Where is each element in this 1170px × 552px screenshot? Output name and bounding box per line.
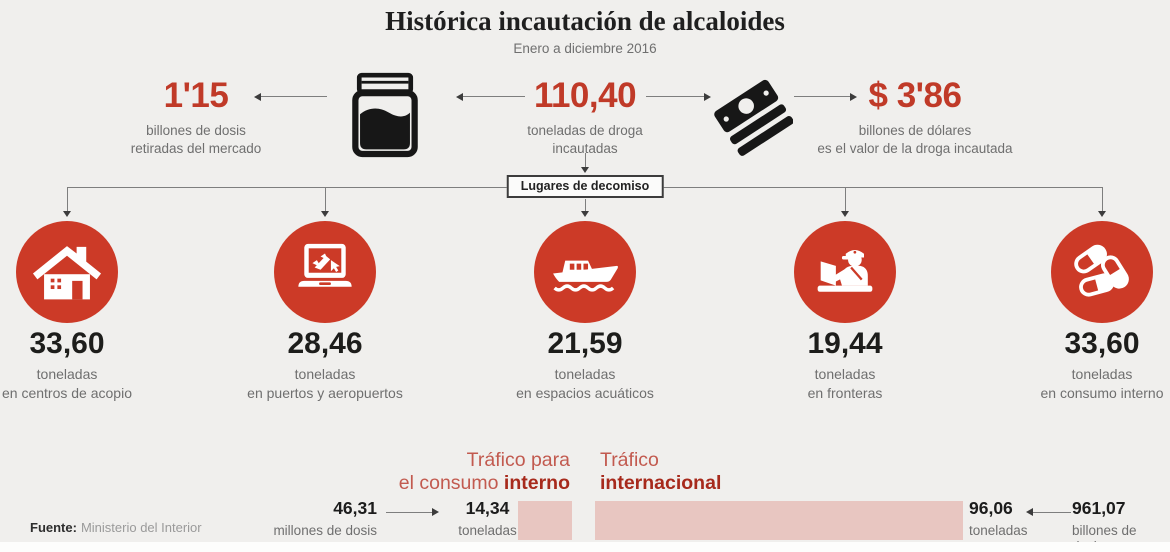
place-stat-acuaticos: 21,59 toneladas en espacios acuáticos [470, 329, 700, 402]
traffic-internal-line1: Tráfico para [466, 449, 570, 471]
house-icon [32, 246, 102, 300]
place-circle-acuaticos [534, 221, 636, 323]
stat-doses-value: 1'15 [163, 76, 229, 115]
laptop-airport-icon [298, 243, 352, 287]
connector-line [386, 512, 432, 513]
arrow-down-icon [321, 211, 329, 217]
place-value: 21,59 [547, 327, 623, 360]
connector-line [646, 96, 704, 97]
international-traffic-bar [595, 501, 963, 540]
place-circle-aeropuertos [274, 221, 376, 323]
connector-line [67, 187, 68, 211]
place-value: 28,46 [287, 327, 363, 360]
stat-tons-label1: toneladas de droga [527, 123, 643, 138]
source-label: Fuente: [30, 520, 77, 535]
place-circle-consumo [1051, 221, 1153, 323]
connector-line [585, 153, 586, 167]
place-unit: toneladas [1071, 366, 1133, 382]
stat-doses-label1: billones de dosis [146, 123, 246, 138]
stat-doses-label2: retiradas del mercado [130, 141, 262, 157]
stat-tons-label: toneladas de droga incautadas [455, 122, 715, 158]
place-label: en puertos y aeropuertos [247, 385, 403, 402]
place-unit: toneladas [36, 366, 98, 382]
place-value: 33,60 [29, 327, 105, 360]
arrow-to-doses [254, 93, 261, 101]
traffic-international-line2-bold: internacional [600, 472, 722, 495]
stat-doses-label: billones de dosis retiradas del mercado [66, 122, 326, 158]
international-tons-stat: 96,06 toneladas [969, 498, 1069, 539]
international-doses-value: 961,07 [1072, 498, 1126, 518]
traffic-internal-line2: el consumo [398, 472, 504, 495]
internal-doses-value: 46,31 [333, 498, 377, 518]
connector-line [845, 187, 846, 211]
stat-dollars-label2: es el valor de la droga incautada [817, 141, 1013, 157]
place-unit: toneladas [554, 366, 616, 382]
international-tons-value: 96,06 [969, 498, 1013, 518]
stat-dollars-label: billones de dólares es el valor de la dr… [785, 122, 1045, 158]
place-unit: toneladas [814, 366, 876, 382]
connector-line [261, 96, 327, 97]
arrow-to-tag [581, 167, 589, 173]
internal-tons-unit: toneladas [458, 522, 517, 538]
place-value: 33,60 [1064, 327, 1140, 360]
traffic-internal-title: Tráfico para el consumo interno [250, 449, 570, 496]
traffic-internal-line2-bold: interno [503, 472, 570, 495]
arrow-right-icon [432, 508, 439, 516]
arrow-to-dollars [850, 93, 857, 101]
connector-line [463, 96, 525, 97]
internal-doses-unit: millones de dosis [273, 522, 377, 538]
internal-tons-value: 14,34 [465, 498, 510, 518]
connector-line [325, 187, 326, 211]
connector-line [794, 96, 850, 97]
place-label: en espacios acuáticos [516, 385, 654, 402]
boat-icon [553, 260, 618, 292]
place-stat-consumo: 33,60 toneladas en consumo interno [987, 329, 1170, 402]
arrow-down-icon [63, 211, 71, 217]
stat-tons-seized: 110,40 toneladas de droga incautadas [455, 78, 715, 158]
place-label: en fronteras [807, 385, 883, 402]
places-tag: Lugares de decomiso [506, 175, 664, 198]
border-officer-icon [817, 249, 873, 292]
arrow-down-icon [581, 211, 589, 217]
money-icon [714, 79, 793, 156]
place-circle-fronteras [794, 221, 896, 323]
arrow-to-money [704, 93, 711, 101]
place-stat-acopio: 33,60 toneladas en centros de acopio [0, 329, 182, 402]
internal-traffic-bar [518, 501, 572, 540]
connector-line [1102, 187, 1103, 211]
arrow-down-icon [841, 211, 849, 217]
arrow-left-icon [1026, 508, 1033, 516]
stat-dollars-value: $ 3'86 [868, 76, 962, 115]
connector-line [585, 199, 586, 211]
international-tons-unit: toneladas [969, 522, 1028, 538]
pills-icon [1074, 244, 1129, 297]
internal-doses-stat: 46,31 millones de dosis [177, 498, 377, 539]
stat-dollars-label1: billones de dólares [858, 123, 972, 138]
source-credit: Fuente: Ministerio del Interior [30, 520, 202, 535]
bottom-margin [0, 542, 1170, 552]
place-label: en centros de acopio [2, 385, 132, 402]
arrow-down-icon [1098, 211, 1106, 217]
page-title: Histórica incautación de alcaloides [385, 6, 785, 36]
stat-tons-value: 110,40 [533, 76, 637, 115]
connector-line [1033, 512, 1071, 513]
place-circle-acopio [16, 221, 118, 323]
traffic-international-line1: Tráfico [600, 449, 659, 471]
stat-tons-label2: incautadas [552, 141, 618, 157]
stat-doses-removed: 1'15 billones de dosis retiradas del mer… [66, 78, 326, 158]
traffic-international-title: Tráfico internacional [600, 449, 920, 496]
source-text: Ministerio del Interior [80, 520, 202, 535]
stat-dollar-value: $ 3'86 billones de dólares es el valor d… [785, 78, 1045, 158]
arrow-to-bag [456, 93, 463, 101]
internal-tons-stat: 14,34 toneladas [440, 498, 535, 539]
page-subtitle: Enero a diciembre 2016 [513, 41, 657, 56]
place-value: 19,44 [807, 327, 883, 360]
place-unit: toneladas [294, 366, 356, 382]
place-stat-fronteras: 19,44 toneladas en fronteras [730, 329, 960, 402]
place-label: en consumo interno [1040, 385, 1164, 402]
place-stat-aeropuertos: 28,46 toneladas en puertos y aeropuertos [210, 329, 440, 402]
drug-bag-icon [352, 72, 418, 158]
